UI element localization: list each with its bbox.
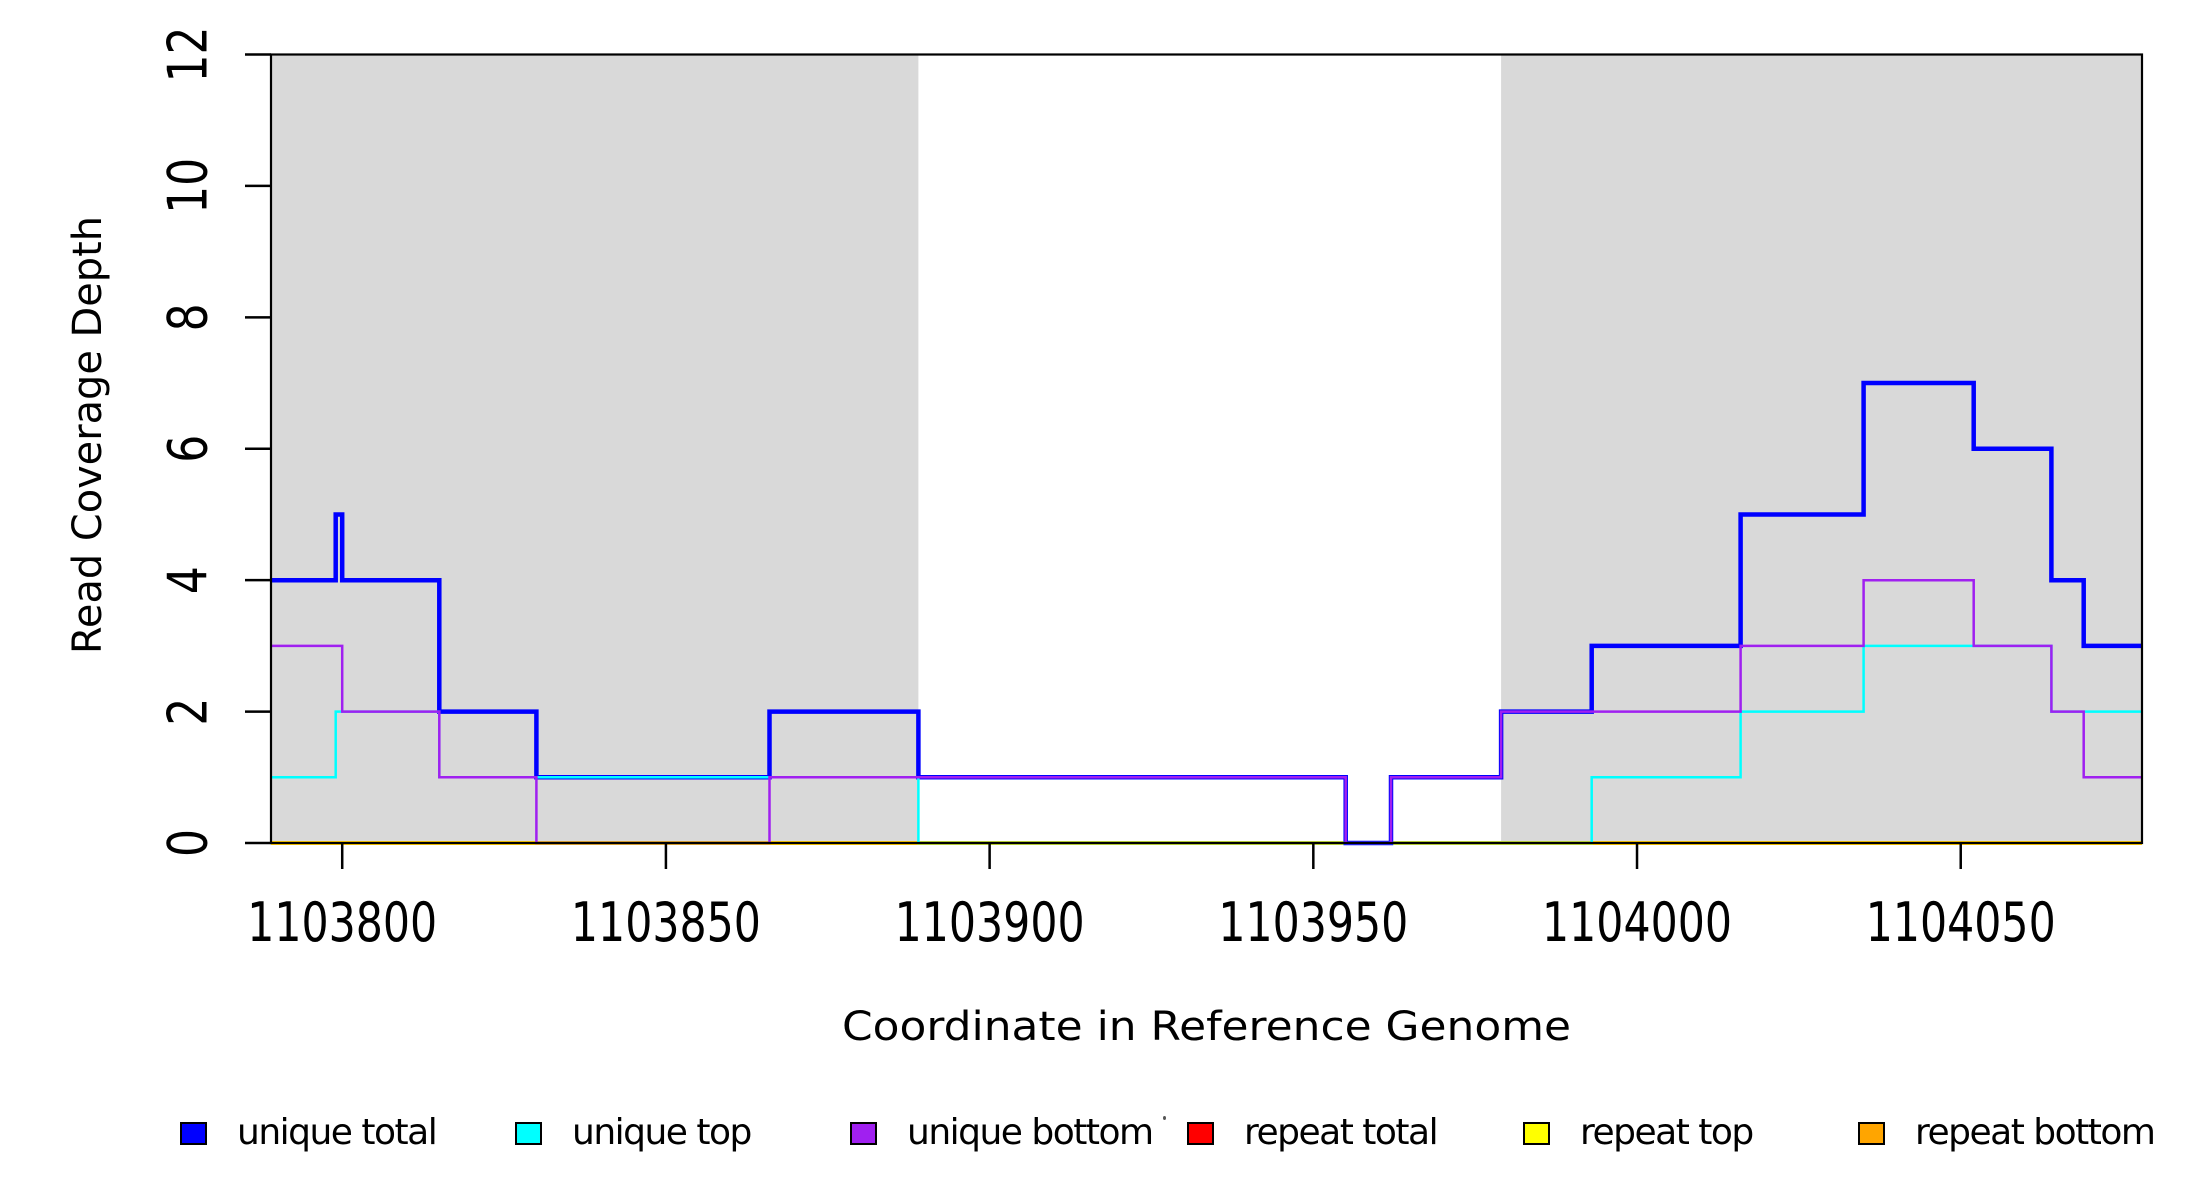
legend-label-repeat-bottom: repeat bottom (1915, 1112, 2156, 1153)
shaded-repeat-region-0 (271, 54, 919, 843)
y-tick-label-0: 0 (157, 829, 220, 857)
legend-swatch-repeat-total (1187, 1121, 1214, 1145)
legend-swatch-unique-total (180, 1121, 207, 1145)
legend-item-unique-total: unique total (180, 1112, 438, 1154)
y-tick-label-10: 10 (157, 158, 220, 214)
legend-label-repeat-top: repeat top (1580, 1112, 1754, 1153)
legend-label-unique-top: unique top (572, 1112, 752, 1153)
y-tick-label-8: 8 (157, 303, 220, 331)
legend-item-repeat-total: repeat total (1187, 1112, 1439, 1154)
stray-mark (1163, 1116, 1166, 1120)
y-axis-title: Read Coverage Depth (65, 216, 111, 654)
legend-swatch-unique-top (515, 1121, 542, 1145)
y-tick-label-12: 12 (157, 27, 220, 83)
legend-swatch-unique-bottom (850, 1121, 877, 1145)
y-tick-label-2: 2 (157, 698, 220, 726)
x-tick-label-1104000: 1104000 (1542, 891, 1732, 954)
legend-swatch-repeat-top (1523, 1121, 1550, 1145)
x-tick-label-1103900: 1103900 (895, 891, 1085, 954)
x-tick-label-1104050: 1104050 (1866, 891, 2056, 954)
legend-item-repeat-top: repeat top (1523, 1112, 1754, 1154)
legend-item-unique-top: unique top (515, 1112, 752, 1154)
legend-item-unique-bottom: unique bottom (850, 1112, 1154, 1154)
legend-label-unique-bottom: unique bottom (907, 1112, 1154, 1153)
legend-label-unique-total: unique total (237, 1112, 438, 1153)
y-tick-label-4: 4 (157, 566, 220, 594)
legend-swatch-repeat-bottom (1858, 1121, 1885, 1145)
series-path-unique-bottom (271, 578, 2142, 845)
legend-item-repeat-bottom: repeat bottom (1858, 1112, 2156, 1154)
x-tick-label-1103800: 1103800 (247, 891, 437, 954)
legend-label-repeat-total: repeat total (1244, 1112, 1439, 1153)
y-tick-label-6: 6 (157, 435, 220, 463)
x-tick-label-1103850: 1103850 (571, 891, 761, 954)
x-tick-label-1103950: 1103950 (1218, 891, 1408, 954)
x-axis-title: Coordinate in Reference Genome (842, 1004, 1571, 1050)
